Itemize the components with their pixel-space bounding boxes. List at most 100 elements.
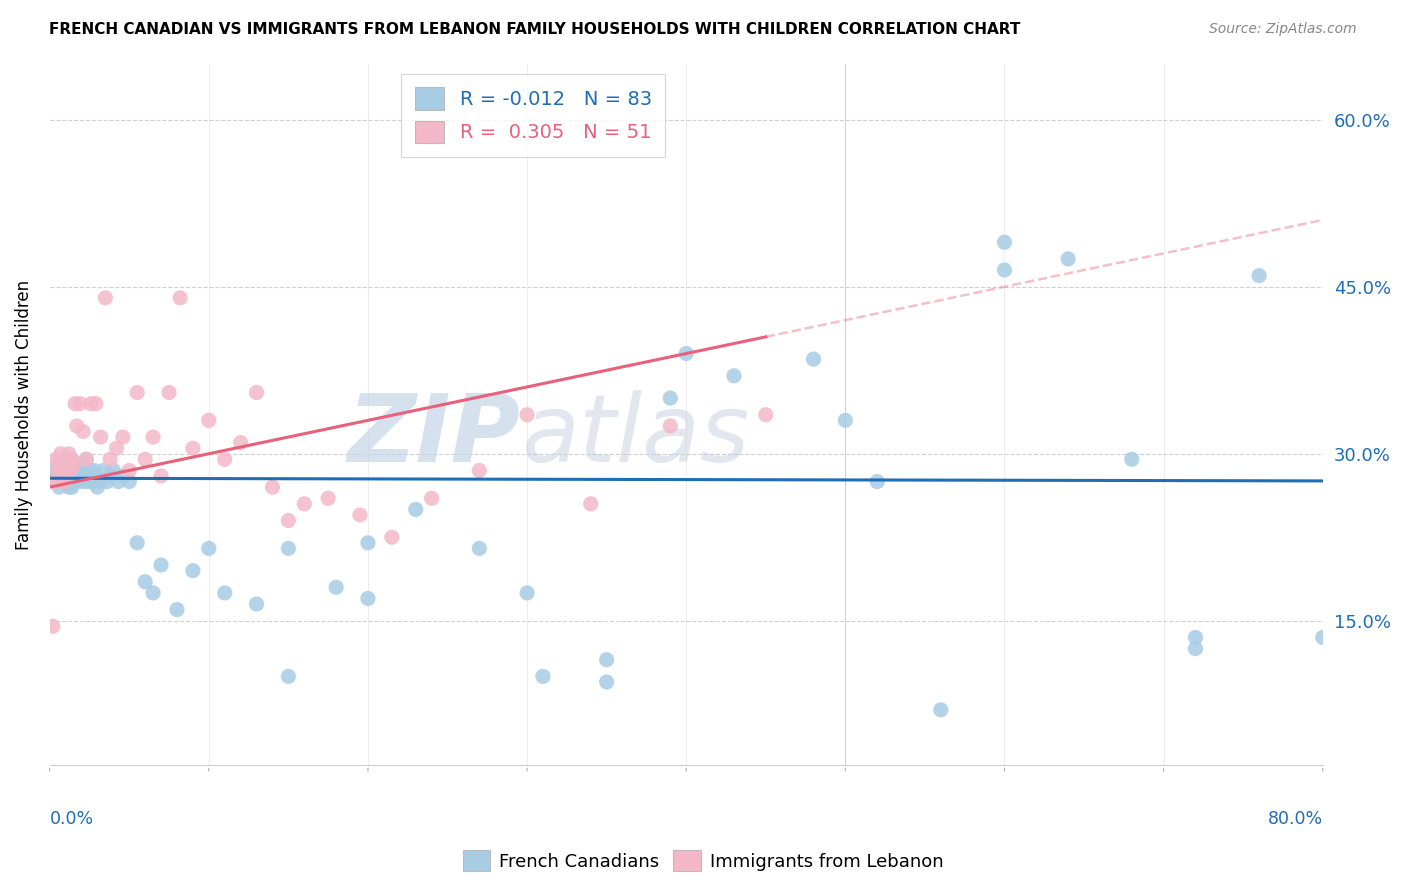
Point — [357, 536, 380, 550]
Point — [60, 480, 83, 494]
Point — [58, 469, 80, 483]
Point — [51, 463, 73, 477]
Point — [82, 475, 104, 489]
Point — [49, 475, 72, 489]
Point — [90, 475, 112, 489]
Point — [157, 385, 180, 400]
Point — [834, 413, 856, 427]
Point — [150, 558, 173, 573]
Point — [516, 408, 538, 422]
Point — [48, 452, 70, 467]
Point — [55, 469, 77, 483]
Point — [72, 475, 94, 489]
Point — [75, 452, 97, 467]
Point — [214, 452, 236, 467]
Point — [127, 536, 149, 550]
Point — [1249, 268, 1271, 283]
Point — [134, 452, 156, 467]
Point — [1121, 452, 1143, 467]
Text: 0.0%: 0.0% — [49, 810, 94, 828]
Point — [316, 491, 339, 506]
Point — [62, 475, 84, 489]
Point — [49, 463, 72, 477]
Point — [723, 368, 745, 383]
Y-axis label: Family Households with Children: Family Households with Children — [15, 280, 32, 549]
Point — [83, 463, 105, 477]
Point — [405, 502, 427, 516]
Point — [60, 452, 83, 467]
Point — [48, 475, 70, 489]
Point — [63, 458, 86, 472]
Point — [468, 463, 491, 477]
Point — [59, 463, 82, 477]
Point — [56, 463, 79, 477]
Point — [75, 452, 97, 467]
Point — [96, 475, 118, 489]
Point — [118, 475, 141, 489]
Point — [58, 447, 80, 461]
Text: 80.0%: 80.0% — [1268, 810, 1323, 828]
Point — [51, 469, 73, 483]
Legend: French Canadians, Immigrants from Lebanon: French Canadians, Immigrants from Lebano… — [456, 843, 950, 879]
Point — [63, 469, 86, 483]
Point — [86, 480, 108, 494]
Point — [245, 385, 267, 400]
Point — [659, 418, 682, 433]
Point — [90, 430, 112, 444]
Point — [84, 397, 107, 411]
Point — [46, 463, 69, 477]
Point — [42, 619, 65, 633]
Point — [53, 475, 76, 489]
Point — [595, 675, 617, 690]
Point — [98, 469, 121, 483]
Point — [53, 475, 76, 489]
Point — [198, 541, 221, 556]
Point — [46, 469, 69, 483]
Point — [76, 475, 98, 489]
Point — [93, 463, 115, 477]
Point — [277, 541, 299, 556]
Point — [579, 497, 602, 511]
Point — [46, 458, 69, 472]
Point — [134, 574, 156, 589]
Point — [169, 291, 191, 305]
Point — [73, 463, 96, 477]
Point — [150, 469, 173, 483]
Point — [292, 497, 315, 511]
Point — [993, 263, 1015, 277]
Point — [70, 458, 93, 472]
Point — [1312, 631, 1334, 645]
Point — [127, 385, 149, 400]
Point — [181, 441, 204, 455]
Point — [63, 397, 86, 411]
Point — [67, 463, 90, 477]
Point — [58, 480, 80, 494]
Point — [62, 458, 84, 472]
Point — [66, 418, 89, 433]
Point — [993, 235, 1015, 250]
Point — [80, 469, 103, 483]
Point — [53, 463, 76, 477]
Point — [381, 530, 404, 544]
Point — [675, 346, 697, 360]
Point — [60, 469, 83, 483]
Point — [1184, 631, 1206, 645]
Point — [866, 475, 889, 489]
Point — [107, 475, 129, 489]
Point — [595, 653, 617, 667]
Point — [72, 425, 94, 439]
Point — [349, 508, 371, 522]
Point — [45, 475, 67, 489]
Point — [98, 452, 121, 467]
Point — [44, 463, 66, 477]
Text: FRENCH CANADIAN VS IMMIGRANTS FROM LEBANON FAMILY HOUSEHOLDS WITH CHILDREN CORRE: FRENCH CANADIAN VS IMMIGRANTS FROM LEBAN… — [49, 22, 1021, 37]
Point — [118, 463, 141, 477]
Point — [80, 397, 103, 411]
Point — [48, 480, 70, 494]
Point — [929, 703, 952, 717]
Point — [44, 475, 66, 489]
Point — [420, 491, 443, 506]
Point — [49, 458, 72, 472]
Point — [45, 452, 67, 467]
Point — [277, 514, 299, 528]
